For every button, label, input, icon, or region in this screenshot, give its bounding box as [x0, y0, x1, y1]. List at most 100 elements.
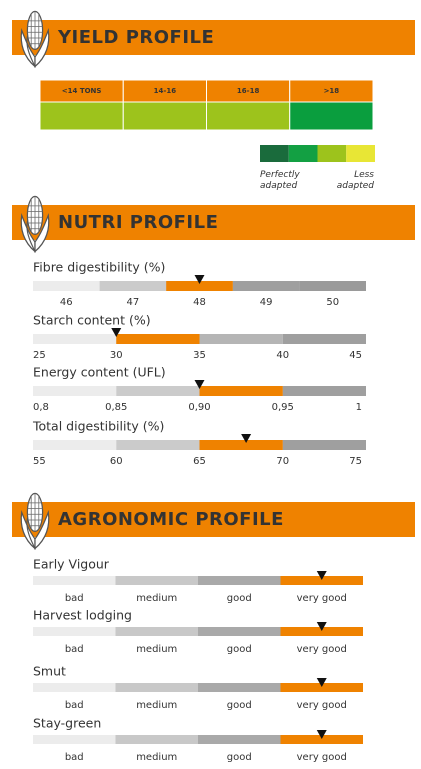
row-label: Early Vigour: [33, 557, 110, 572]
tick-label: 0,90: [188, 402, 210, 413]
tick-label: 70: [276, 456, 289, 467]
bar-segment: [115, 683, 198, 692]
section-header: [12, 205, 415, 240]
highlight-range: [199, 386, 283, 396]
legend-label: Less adapted: [336, 170, 374, 191]
tick-label: 0,95: [272, 402, 294, 413]
bar-segment: [282, 334, 366, 344]
tick-label: 55: [33, 456, 46, 467]
scale-label: medium: [136, 644, 177, 655]
row-label: Total digestibility (%): [32, 419, 164, 434]
corn-icon: [20, 10, 50, 68]
yield-cell: [289, 101, 374, 131]
yield-category: <14 TONS: [62, 87, 102, 95]
tick-label: 49: [260, 297, 273, 308]
yield-cell: [206, 101, 291, 131]
bar-segment: [280, 683, 363, 692]
marker: [316, 678, 327, 687]
bar-segment: [116, 440, 200, 450]
bar-segment: [33, 281, 100, 291]
tick-label: 48: [193, 297, 206, 308]
scale-label: good: [227, 752, 252, 763]
bar-segment: [280, 735, 363, 744]
tick-label: 30: [110, 350, 123, 361]
scale-label: very good: [297, 644, 347, 655]
bar-segment: [33, 627, 116, 636]
scale-label: good: [227, 700, 252, 711]
tick-label: 25: [33, 350, 46, 361]
tick-label: 40: [276, 350, 289, 361]
yield-category: >18: [324, 87, 340, 95]
tick-label: 46: [60, 297, 73, 308]
bar-segment: [198, 735, 281, 744]
marker: [111, 328, 122, 337]
section-header: [12, 502, 415, 537]
bar-segment: [199, 334, 283, 344]
scale-label: good: [227, 644, 252, 655]
bar-segment: [282, 386, 366, 396]
section-header: [12, 20, 415, 55]
bar-segment: [280, 627, 363, 636]
row-label: Stay-green: [33, 716, 101, 731]
section-title: YIELD PROFILE: [57, 27, 214, 48]
tick-label: 47: [127, 297, 140, 308]
bar-segment: [33, 576, 116, 585]
bar-segment: [99, 281, 167, 291]
legend-label: Perfectly adapted: [260, 170, 300, 191]
marker: [316, 571, 327, 580]
tick-label: 1: [356, 402, 362, 413]
scale-label: very good: [297, 593, 347, 604]
bar-segment: [33, 334, 117, 344]
legend-swatch: [288, 145, 318, 162]
tick-label: 75: [349, 456, 362, 467]
bar-segment: [33, 386, 117, 396]
highlight-range: [199, 440, 283, 450]
bar-segment: [116, 386, 200, 396]
row-label: Energy content (UFL): [33, 365, 166, 380]
scale-label: bad: [65, 752, 84, 763]
scale-label: very good: [297, 752, 347, 763]
marker: [316, 622, 327, 631]
bar-segment: [282, 440, 366, 450]
row-label: Harvest lodging: [33, 608, 132, 623]
marker: [194, 275, 205, 284]
section-title: AGRONOMIC PROFILE: [58, 509, 284, 530]
bar-segment: [115, 576, 198, 585]
marker: [194, 380, 205, 389]
scale-label: good: [227, 593, 252, 604]
scale-label: bad: [65, 644, 84, 655]
yield-cell: [39, 101, 124, 131]
yield-cell: [122, 101, 207, 131]
scale-label: medium: [136, 593, 177, 604]
section-title: NUTRI PROFILE: [58, 212, 218, 233]
bar-segment: [33, 735, 116, 744]
scale-label: bad: [65, 700, 84, 711]
bar-segment: [115, 735, 198, 744]
highlight-range: [166, 281, 233, 291]
corn-icon: [20, 492, 50, 550]
row-label: Fibre digestibility (%): [33, 260, 165, 275]
legend-swatch: [317, 145, 347, 162]
bar-segment: [198, 683, 281, 692]
scale-label: medium: [136, 752, 177, 763]
legend-swatch: [260, 145, 289, 162]
corn-icon: [20, 195, 50, 253]
tick-label: 0,85: [105, 402, 127, 413]
tick-label: 45: [349, 350, 362, 361]
bar-segment: [280, 576, 363, 585]
scale-label: bad: [65, 593, 84, 604]
highlight-range: [116, 334, 200, 344]
bar-segment: [33, 440, 117, 450]
bar-segment: [33, 683, 116, 692]
yield-category: 16-18: [237, 87, 260, 95]
bar-segment: [232, 281, 300, 291]
yield-category: 14-16: [154, 87, 177, 95]
tick-label: 65: [193, 456, 206, 467]
bar-segment: [115, 627, 198, 636]
bar-segment: [198, 627, 281, 636]
marker: [316, 730, 327, 739]
row-label: Smut: [33, 664, 66, 679]
tick-label: 0,8: [33, 402, 49, 413]
